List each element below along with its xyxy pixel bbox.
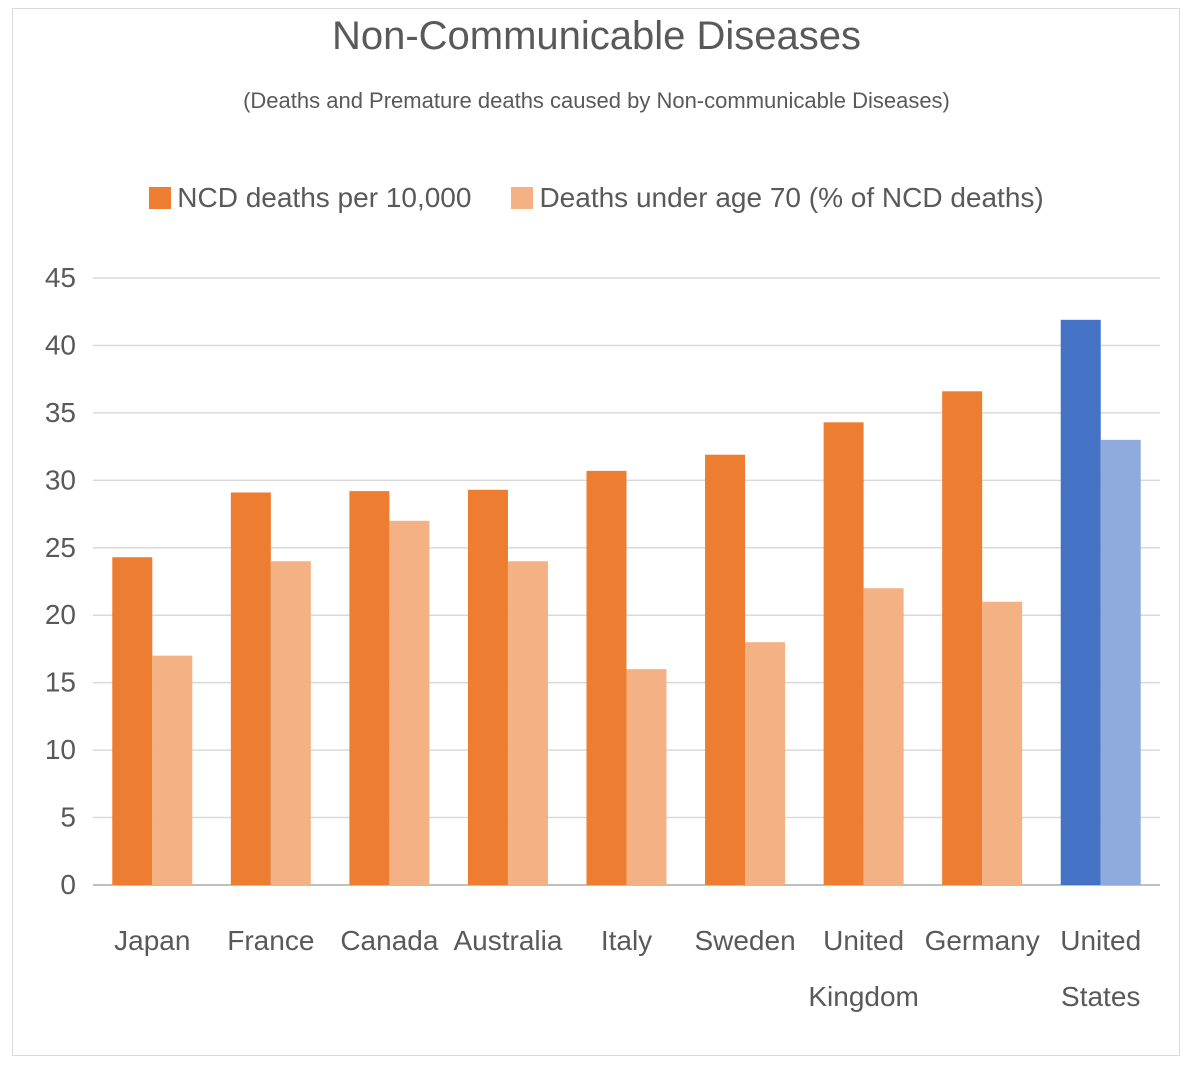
bar [389,520,430,885]
bar [1060,319,1101,885]
y-tick-label: 45 [45,262,76,293]
legend-swatch-premature-deaths [511,187,534,209]
bar [1100,439,1141,885]
x-tick-label: Canada [340,925,439,956]
x-tick-label: Italy [601,925,652,956]
x-tick-label: France [227,925,314,956]
legend-label-ncd-deaths: NCD deaths per 10,000 [177,182,472,213]
x-tick-label: Australia [453,925,562,956]
bar [982,601,1023,885]
y-tick-label: 20 [45,599,76,630]
bar [230,492,271,885]
bar [823,422,864,885]
legend-item-premature-deaths: Deaths under age 70 (% of NCD deaths) [511,182,1044,214]
x-tick-label: Germany [925,925,1040,956]
bar [586,470,627,885]
bar [705,454,746,885]
y-tick-label: 30 [45,464,76,495]
chart-title: Non-Communicable Diseases [331,14,862,58]
y-tick-label: 40 [45,329,76,360]
chart-subtitle: (Deaths and Premature deaths caused by N… [243,88,950,113]
x-tick-label: United [823,925,904,956]
x-tick-label: United [1060,925,1141,956]
bar [349,491,390,885]
y-tick-label: 0 [60,869,76,900]
legend: NCD deaths per 10,000 Deaths under age 7… [0,182,1193,214]
y-tick-label: 10 [45,734,76,765]
bar [863,588,904,885]
bar [112,557,153,885]
y-tick-label: 15 [45,667,76,698]
bar [745,642,786,885]
x-tick-label: Kingdom [808,981,919,1012]
legend-swatch-ncd-deaths [149,187,172,209]
y-tick-label: 25 [45,532,76,563]
bar [270,561,311,885]
y-tick-label: 35 [45,397,76,428]
bar [626,669,667,885]
bar [152,655,193,885]
bar [507,561,548,885]
y-tick-label: 5 [60,802,76,833]
bar [467,489,508,885]
legend-label-premature-deaths: Deaths under age 70 (% of NCD deaths) [539,182,1044,213]
bar [942,391,983,885]
x-tick-label: States [1061,981,1140,1012]
x-tick-label: Japan [114,925,190,956]
x-tick-label: Sweden [694,925,795,956]
legend-item-ncd-deaths: NCD deaths per 10,000 [149,182,471,214]
